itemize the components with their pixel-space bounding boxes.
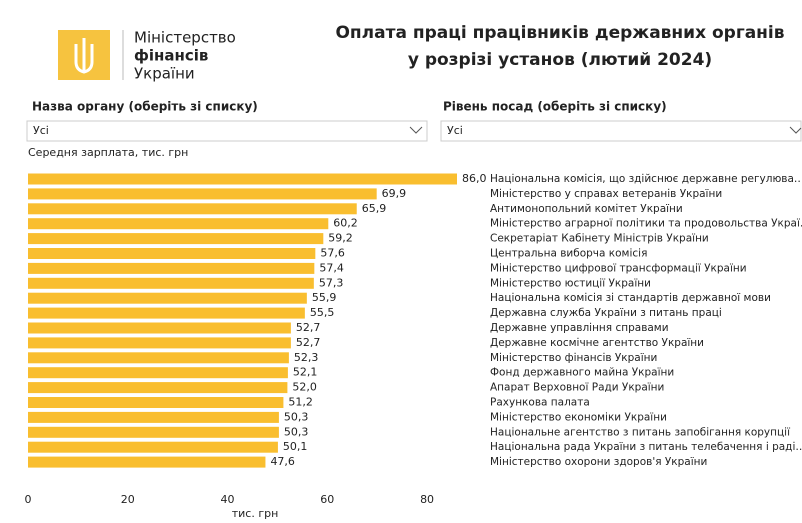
category-label: Апарат Верховної Ради України — [490, 382, 664, 394]
value-label: 86,0 — [462, 172, 487, 185]
bar — [28, 456, 266, 468]
value-label: 47,6 — [270, 455, 295, 468]
dropdown[interactable] — [440, 120, 802, 142]
axis-title: Середня зарплата, тис. грн — [28, 146, 188, 159]
x-tick-label: 80 — [420, 493, 434, 506]
bar — [28, 218, 329, 230]
category-label: Національне агентство з питань запобіган… — [490, 426, 790, 438]
dropdown[interactable] — [26, 120, 428, 142]
title: Оплата праці працівників державних орган… — [335, 23, 784, 43]
category-label: Міністерство охорони здоров'я України — [490, 456, 707, 468]
category-label: Рахункова палата — [490, 397, 590, 409]
value-label: 52,3 — [294, 351, 319, 364]
category-label: Національна комісія зі стандартів держав… — [490, 292, 771, 304]
logo-text: України — [134, 65, 195, 83]
category-label: Національна комісія, що здійснює державн… — [490, 173, 802, 185]
dropdown-value: Усі — [447, 124, 463, 137]
logo-text: Міністерство — [134, 29, 236, 47]
bar — [28, 188, 377, 200]
category-label: Секретаріат Кабінету Міністрів України — [490, 233, 709, 245]
value-label: 55,5 — [310, 306, 335, 319]
bar — [28, 322, 291, 334]
dropdown-chevron — [789, 126, 802, 134]
category-label: Фонд державного майна України — [490, 367, 674, 379]
value-label: 57,4 — [319, 261, 344, 274]
category-label: Міністерство фінансів України — [490, 352, 657, 364]
category-label: Міністерство цифрової трансформації Укра… — [490, 262, 747, 274]
logo-text: фінансів — [134, 47, 208, 65]
x-tick-label: 20 — [121, 493, 135, 506]
value-label: 52,7 — [296, 321, 321, 334]
bar — [28, 248, 316, 259]
x-tick-label: 60 — [320, 493, 334, 506]
bar — [28, 426, 279, 438]
x-tick-label: 40 — [221, 493, 235, 506]
bar — [28, 441, 278, 453]
bar — [28, 292, 307, 304]
x-axis-label: тис. грн — [232, 507, 279, 520]
category-label: Міністерство у справах ветеранів України — [490, 188, 722, 200]
category-label: Міністерство аграрної політики та продов… — [490, 218, 802, 230]
value-label: 50,3 — [284, 410, 309, 423]
logo-trident — [74, 38, 94, 74]
value-label: 55,9 — [312, 291, 337, 304]
bar — [28, 382, 288, 394]
bar — [28, 233, 324, 245]
category-label: Міністерство економіки України — [490, 411, 667, 423]
value-label: 60,2 — [333, 217, 358, 230]
category-label: Державне управління справами — [490, 322, 669, 334]
dropdown-chevron — [409, 126, 423, 134]
value-label: 59,2 — [328, 232, 353, 245]
bar — [28, 352, 289, 364]
bar — [28, 173, 457, 185]
value-label: 52,1 — [293, 366, 318, 379]
bar — [28, 337, 291, 349]
bar — [28, 307, 305, 319]
value-label: 50,1 — [283, 440, 308, 453]
bar — [28, 262, 315, 274]
category-label: Національна рада України з питань телеба… — [490, 441, 802, 453]
value-label: 65,9 — [362, 202, 387, 215]
filter-label: Рівень посад (оберіть зі списку) — [443, 100, 667, 114]
category-label: Антимонопольний комітет України — [490, 203, 683, 215]
bar — [28, 367, 288, 379]
value-label: 57,3 — [319, 276, 344, 289]
dropdown-value: Усі — [33, 124, 49, 137]
category-label: Державне космічне агентство України — [490, 337, 704, 349]
category-label: Державна служба України з питань праці — [490, 307, 722, 319]
category-label: Центральна виборча комісія — [490, 248, 647, 260]
bar — [28, 277, 314, 289]
value-label: 57,6 — [320, 247, 345, 260]
bar — [28, 203, 357, 215]
value-label: 69,9 — [382, 187, 407, 200]
value-label: 51,2 — [288, 396, 313, 409]
filter-label: Назва органу (оберіть зі списку) — [32, 100, 258, 114]
category-label: Міністерство юстиції України — [490, 277, 651, 289]
bar — [28, 397, 284, 408]
value-label: 52,7 — [296, 336, 321, 349]
value-label: 50,3 — [284, 425, 309, 438]
value-label: 52,0 — [292, 381, 317, 394]
x-tick-label: 0 — [25, 493, 32, 506]
bar — [28, 411, 279, 423]
title: у розрізі установ (лютий 2024) — [408, 50, 712, 70]
